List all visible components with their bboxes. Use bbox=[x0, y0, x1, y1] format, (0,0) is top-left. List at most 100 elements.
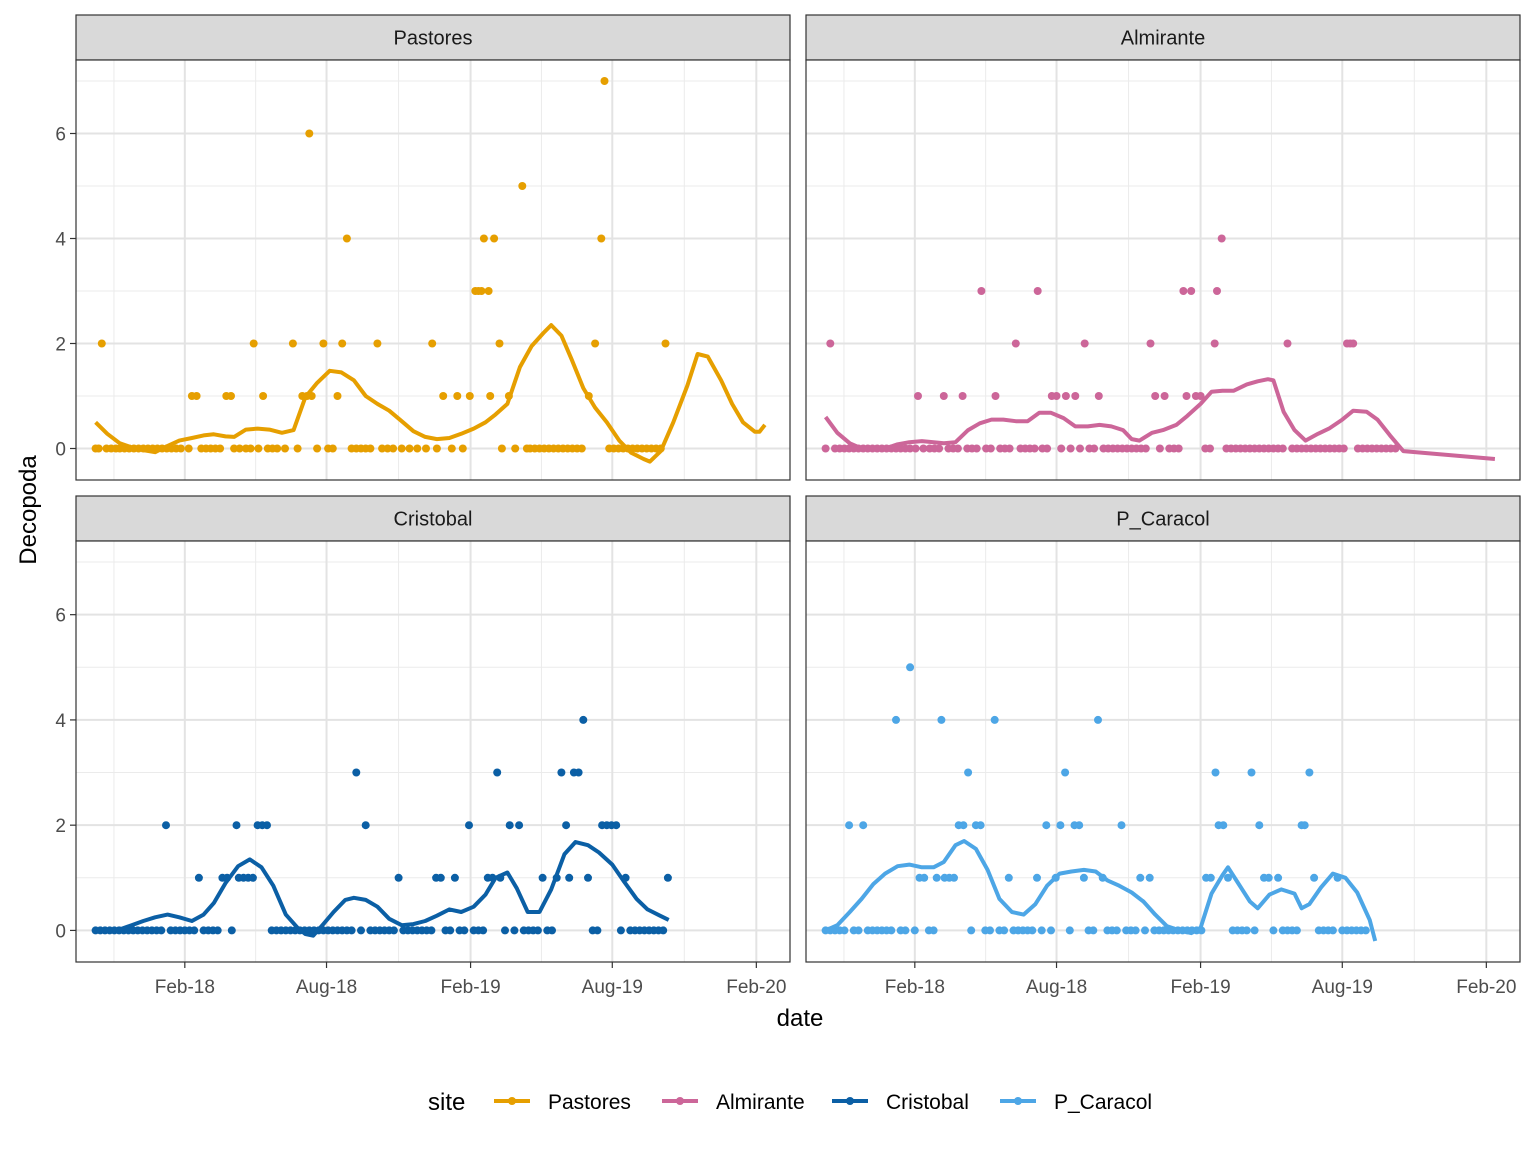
data-point bbox=[453, 392, 462, 400]
y-tick-label: 4 bbox=[55, 711, 66, 732]
y-tick-label: 6 bbox=[55, 125, 66, 146]
data-point bbox=[950, 873, 958, 882]
data-point bbox=[1196, 392, 1205, 400]
data-point bbox=[465, 392, 474, 400]
data-point bbox=[533, 926, 542, 935]
data-point bbox=[1255, 821, 1264, 830]
legend-key-point bbox=[846, 1097, 854, 1105]
data-point bbox=[929, 926, 938, 935]
data-point bbox=[1361, 926, 1370, 935]
data-point bbox=[577, 444, 586, 453]
x-tick-label: Aug-18 bbox=[296, 977, 357, 998]
data-point bbox=[1146, 339, 1155, 348]
data-point bbox=[263, 821, 271, 830]
data-point bbox=[906, 444, 915, 453]
data-point bbox=[1071, 392, 1080, 400]
data-point bbox=[1061, 392, 1070, 400]
data-point bbox=[1056, 821, 1065, 830]
data-point bbox=[1065, 926, 1074, 935]
data-point bbox=[1187, 287, 1196, 295]
data-point bbox=[591, 339, 600, 348]
data-point bbox=[1210, 339, 1219, 348]
data-point bbox=[1339, 444, 1348, 453]
data-point bbox=[248, 873, 257, 882]
data-point bbox=[1300, 821, 1309, 830]
data-point bbox=[1094, 392, 1103, 400]
data-point bbox=[288, 339, 297, 348]
x-axis-title: date bbox=[777, 1005, 824, 1032]
data-point bbox=[436, 873, 445, 882]
data-point bbox=[366, 444, 375, 453]
data-point bbox=[342, 234, 351, 243]
data-point bbox=[319, 339, 328, 348]
data-point bbox=[1047, 926, 1055, 935]
data-point bbox=[1079, 873, 1088, 882]
data-point bbox=[460, 926, 469, 935]
data-point bbox=[293, 444, 302, 453]
data-point bbox=[911, 444, 920, 453]
data-point bbox=[1151, 392, 1160, 400]
data-point bbox=[373, 339, 382, 348]
legend-title: site bbox=[428, 1089, 465, 1116]
data-point bbox=[1042, 821, 1051, 830]
legend-item-cristobal: Cristobal bbox=[832, 1091, 969, 1114]
data-point bbox=[446, 926, 455, 935]
data-point bbox=[1283, 339, 1292, 348]
data-point bbox=[510, 926, 519, 935]
data-point bbox=[579, 715, 588, 724]
data-point bbox=[935, 444, 944, 453]
data-point bbox=[447, 444, 456, 453]
x-tick-label: Aug-19 bbox=[1312, 977, 1373, 998]
data-point bbox=[1160, 392, 1169, 400]
data-point bbox=[1206, 873, 1215, 882]
data-point bbox=[1213, 287, 1221, 295]
x-tick-label: Feb-18 bbox=[155, 977, 215, 998]
data-point bbox=[920, 873, 929, 882]
panel-background bbox=[76, 60, 790, 480]
data-point bbox=[1005, 444, 1014, 453]
data-point bbox=[565, 873, 574, 882]
data-point bbox=[394, 873, 403, 882]
data-point bbox=[190, 926, 199, 935]
data-point bbox=[600, 77, 609, 85]
x-tick-label: Feb-19 bbox=[1170, 977, 1230, 998]
panel-almirante: Almirante bbox=[805, 14, 1521, 481]
data-point bbox=[1011, 339, 1020, 348]
data-point bbox=[1076, 444, 1084, 453]
data-point bbox=[597, 234, 606, 243]
data-point bbox=[432, 444, 441, 453]
data-point bbox=[932, 873, 941, 882]
strip bbox=[805, 14, 1521, 61]
strip-label: P_Caracol bbox=[1116, 509, 1209, 531]
data-point bbox=[518, 182, 527, 190]
data-point bbox=[305, 129, 314, 138]
data-point bbox=[194, 873, 203, 882]
legend-label: Almirante bbox=[716, 1091, 805, 1114]
data-point bbox=[1052, 392, 1061, 400]
strip bbox=[805, 495, 1521, 542]
data-point bbox=[1090, 444, 1099, 453]
data-point bbox=[1075, 821, 1084, 830]
data-point bbox=[661, 339, 670, 348]
data-point bbox=[1242, 926, 1251, 935]
panel-p-caracol: P_Caracol Feb-18 Aug-18 Feb-19 Aug-19 Feb-20 bbox=[805, 495, 1521, 998]
data-point bbox=[1004, 873, 1013, 882]
data-point bbox=[378, 444, 387, 453]
data-point bbox=[976, 821, 985, 830]
data-point bbox=[490, 234, 499, 243]
y-tick-label: 2 bbox=[55, 335, 66, 356]
x-tick-label: Aug-19 bbox=[582, 977, 643, 998]
data-point bbox=[548, 926, 556, 935]
data-point bbox=[389, 444, 398, 453]
panel-pastores: Pastores 0 2 4 6 bbox=[55, 14, 791, 481]
data-point bbox=[892, 715, 900, 724]
data-point bbox=[249, 339, 258, 348]
data-point bbox=[162, 821, 170, 830]
data-point bbox=[227, 392, 235, 400]
data-point bbox=[1131, 926, 1140, 935]
data-point bbox=[1080, 339, 1089, 348]
y-tick-label: 2 bbox=[55, 816, 66, 837]
data-point bbox=[1028, 926, 1037, 935]
data-point bbox=[562, 821, 571, 830]
